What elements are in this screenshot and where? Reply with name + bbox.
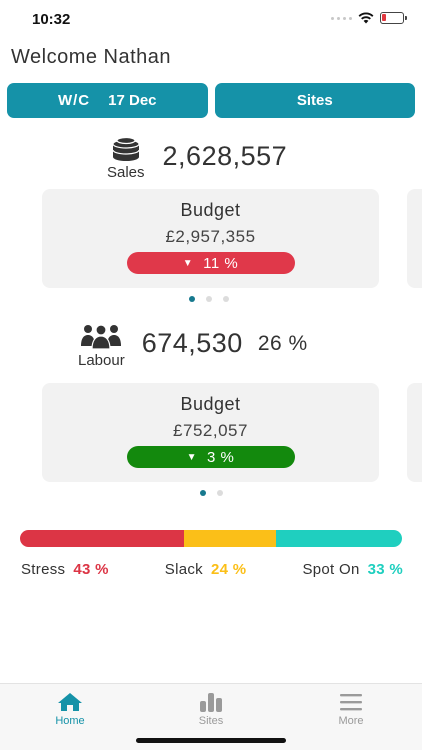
tab-sites[interactable]: Sites (171, 692, 251, 727)
tab-more[interactable]: More (311, 692, 391, 727)
week-commencing-label: W/C (57, 92, 91, 109)
sales-budget-card[interactable]: Budget £2,957,355 ▼ 11 % (42, 189, 379, 288)
tab-label: Sites (198, 715, 224, 727)
mood-segment-stress (20, 530, 185, 547)
status-icons (331, 12, 407, 24)
budget-variance-badge: ▼ 11 % (126, 252, 295, 274)
budget-amount: £752,057 (173, 421, 248, 440)
pager-dot[interactable] (223, 296, 229, 302)
next-card-peek[interactable] (407, 189, 422, 288)
labour-budget-card[interactable]: Budget £752,057 ▼ 3 % (42, 383, 379, 482)
sales-value: 2,628,557 (162, 141, 288, 171)
home-icon (58, 693, 82, 711)
mood-label: Slack (164, 561, 203, 578)
tab-label: Home (55, 715, 85, 727)
home-indicator (136, 738, 286, 743)
labour-metric: Labour 674,530 26 % (78, 322, 308, 369)
pager-dot[interactable] (206, 296, 212, 302)
team-icon (81, 324, 122, 350)
week-commencing-button[interactable]: W/C 17 Dec (7, 83, 208, 118)
pager-dot[interactable] (217, 490, 223, 496)
mood-legend-spot-on: Spot On 33 % (302, 561, 403, 578)
cellular-signal-icon (331, 16, 352, 20)
budget-variance-value: 3 % (207, 448, 235, 466)
coins-icon (112, 136, 140, 161)
wifi-icon (358, 12, 374, 24)
mood-label: Stress (21, 561, 66, 578)
tab-home[interactable]: Home (30, 692, 110, 727)
budget-title: Budget (180, 394, 241, 414)
sales-metric: Sales 2,628,557 (107, 136, 287, 181)
triangle-down-icon: ▼ (182, 257, 194, 269)
mood-value: 43 % (73, 561, 109, 578)
mood-legend: Stress 43 % Slack 24 % Spot On 33 % (21, 561, 403, 578)
labour-value: 674,530 (141, 328, 243, 358)
mood-segment-slack (184, 530, 276, 547)
sales-caption: Sales (107, 164, 145, 181)
top-button-row: W/C 17 Dec Sites (7, 83, 415, 118)
next-card-peek[interactable] (407, 383, 422, 482)
week-commencing-date: 17 Dec (108, 92, 157, 109)
budget-variance-badge: ▼ 3 % (126, 446, 295, 468)
labour-pager-dots (200, 490, 223, 496)
sites-button[interactable]: Sites (214, 83, 415, 118)
status-time: 10:32 (32, 11, 71, 28)
menu-icon (340, 694, 362, 711)
bar-chart-icon (200, 693, 222, 712)
budget-variance-value: 11 % (203, 254, 239, 272)
budget-amount: £2,957,355 (165, 227, 256, 246)
status-bar: 10:32 (0, 0, 422, 40)
triangle-down-icon: ▼ (186, 451, 198, 463)
labour-caption: Labour (78, 352, 125, 369)
mood-segment-spot-on (275, 530, 402, 547)
battery-icon (380, 12, 407, 24)
welcome-title: Welcome Nathan (11, 46, 172, 68)
labour-percent: 26 % (257, 331, 308, 355)
mood-value: 33 % (367, 561, 403, 578)
mood-distribution-bar (20, 530, 402, 547)
pager-dot[interactable] (189, 296, 195, 302)
mood-value: 24 % (210, 561, 247, 578)
mood-legend-slack: Slack 24 % (165, 561, 247, 578)
pager-dot[interactable] (200, 490, 206, 496)
mood-legend-stress: Stress 43 % (21, 561, 109, 578)
tab-label: More (338, 715, 364, 727)
mood-label: Spot On (302, 561, 360, 578)
sales-pager-dots (189, 296, 229, 302)
budget-title: Budget (180, 200, 241, 220)
